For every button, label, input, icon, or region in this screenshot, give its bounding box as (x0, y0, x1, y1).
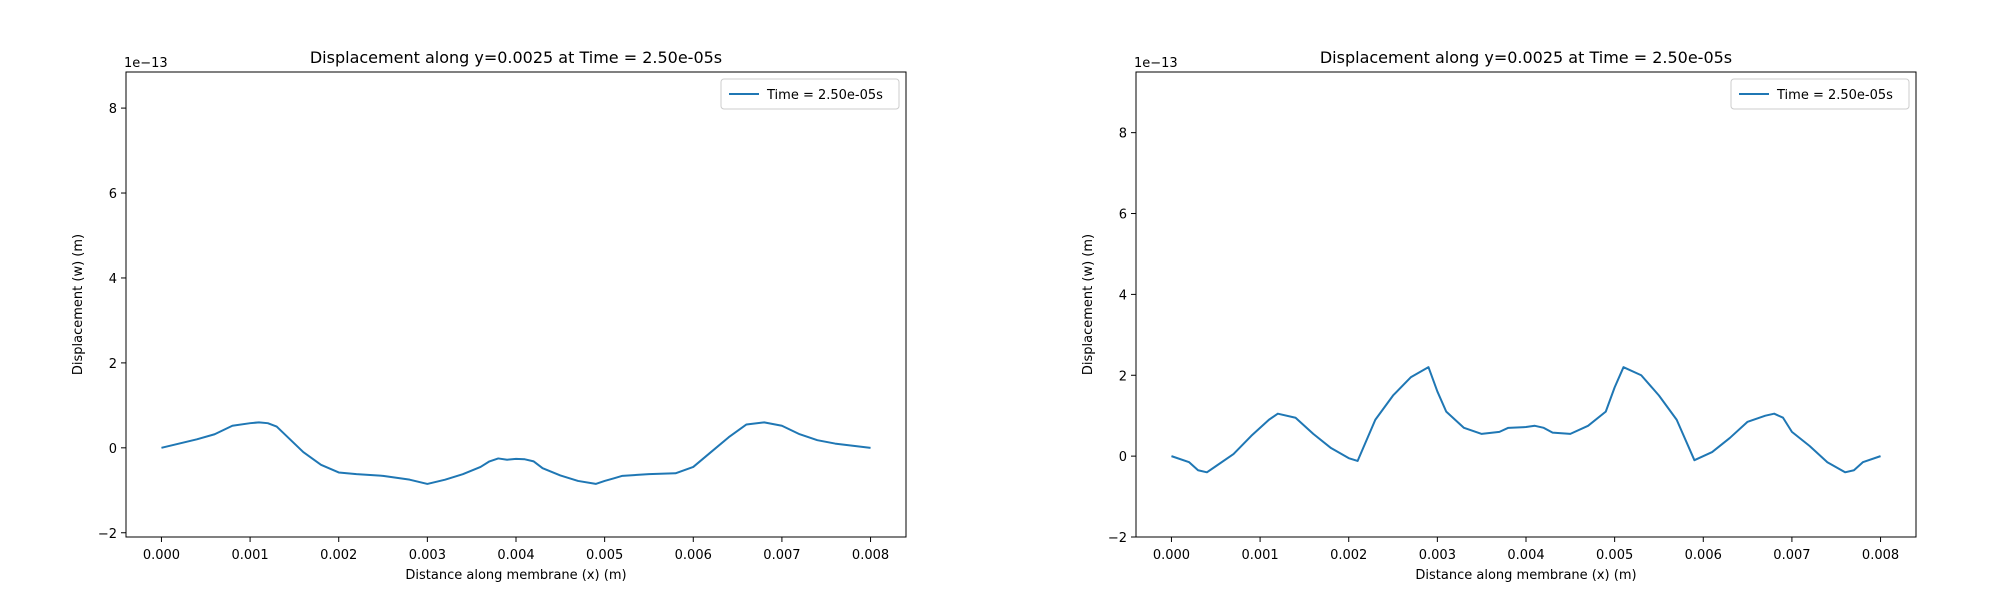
chart-1: Displacement along y=0.0025 at Time = 2.… (71, 48, 907, 583)
y-tick-label: 4 (1119, 288, 1127, 303)
y-tick-label: 0 (109, 442, 117, 457)
x-tick-label: 0.001 (231, 548, 268, 563)
plot-frame (125, 71, 907, 538)
x-tick-label: 0.005 (1596, 548, 1633, 563)
y-offset-text: 1e−13 (1134, 56, 1178, 71)
legend-label: Time = 2.50e-05s (1776, 88, 1893, 103)
y-tick-label: −2 (1108, 531, 1127, 546)
x-axis-label: Distance along membrane (x) (m) (1415, 568, 1636, 583)
x-tick-label: 0.008 (1862, 548, 1899, 563)
x-tick-label: 0.005 (586, 548, 623, 563)
y-tick-label: −2 (98, 527, 117, 542)
x-axis-label: Distance along membrane (x) (m) (405, 568, 626, 583)
x-tick-label: 0.006 (1685, 548, 1722, 563)
y-tick-label: 6 (1119, 208, 1127, 223)
legend: Time = 2.50e-05s (1730, 78, 1910, 110)
y-tick-label: 2 (109, 357, 117, 372)
legend-box (1730, 78, 1910, 110)
charts-container: Displacement along y=0.0025 at Time = 2.… (71, 48, 1917, 583)
y-tick-label: 6 (109, 187, 117, 202)
x-tick-label: 0.002 (1330, 548, 1367, 563)
y-tick-label: 0 (1119, 450, 1127, 465)
y-tick-label: 8 (1119, 127, 1127, 142)
legend-label: Time = 2.50e-05s (766, 88, 883, 103)
series-line (1171, 366, 1881, 474)
y-axis-label: Displacement (w) (m) (71, 234, 86, 375)
plot-frame (1135, 71, 1917, 538)
x-tick-label: 0.001 (1241, 548, 1278, 563)
y-tick-label: 2 (1119, 369, 1127, 384)
y-tick-label: 4 (109, 272, 117, 287)
x-tick-label: 0.004 (497, 548, 534, 563)
x-tick-label: 0.007 (763, 548, 800, 563)
series-line (161, 421, 871, 485)
x-tick-label: 0.003 (1419, 548, 1456, 563)
legend: Time = 2.50e-05s (720, 78, 900, 110)
x-tick-label: 0.006 (675, 548, 712, 563)
y-axis-label: Displacement (w) (m) (1081, 234, 1096, 375)
x-tick-label: 0.007 (1773, 548, 1810, 563)
chart-2: Displacement along y=0.0025 at Time = 2.… (1081, 48, 1917, 583)
x-tick-label: 0.002 (320, 548, 357, 563)
chart-title: Displacement along y=0.0025 at Time = 2.… (310, 48, 722, 67)
legend-box (720, 78, 900, 110)
x-tick-label: 0.000 (143, 548, 180, 563)
x-tick-label: 0.003 (409, 548, 446, 563)
chart-title: Displacement along y=0.0025 at Time = 2.… (1320, 48, 1732, 67)
x-tick-label: 0.000 (1153, 548, 1190, 563)
x-tick-label: 0.008 (852, 548, 889, 563)
y-offset-text: 1e−13 (124, 56, 168, 71)
y-tick-label: 8 (109, 102, 117, 117)
x-tick-label: 0.004 (1507, 548, 1544, 563)
